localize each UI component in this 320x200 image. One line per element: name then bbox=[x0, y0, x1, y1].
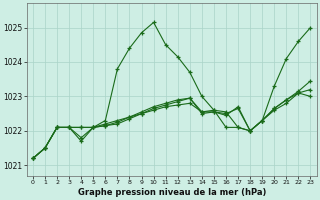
X-axis label: Graphe pression niveau de la mer (hPa): Graphe pression niveau de la mer (hPa) bbox=[77, 188, 266, 197]
